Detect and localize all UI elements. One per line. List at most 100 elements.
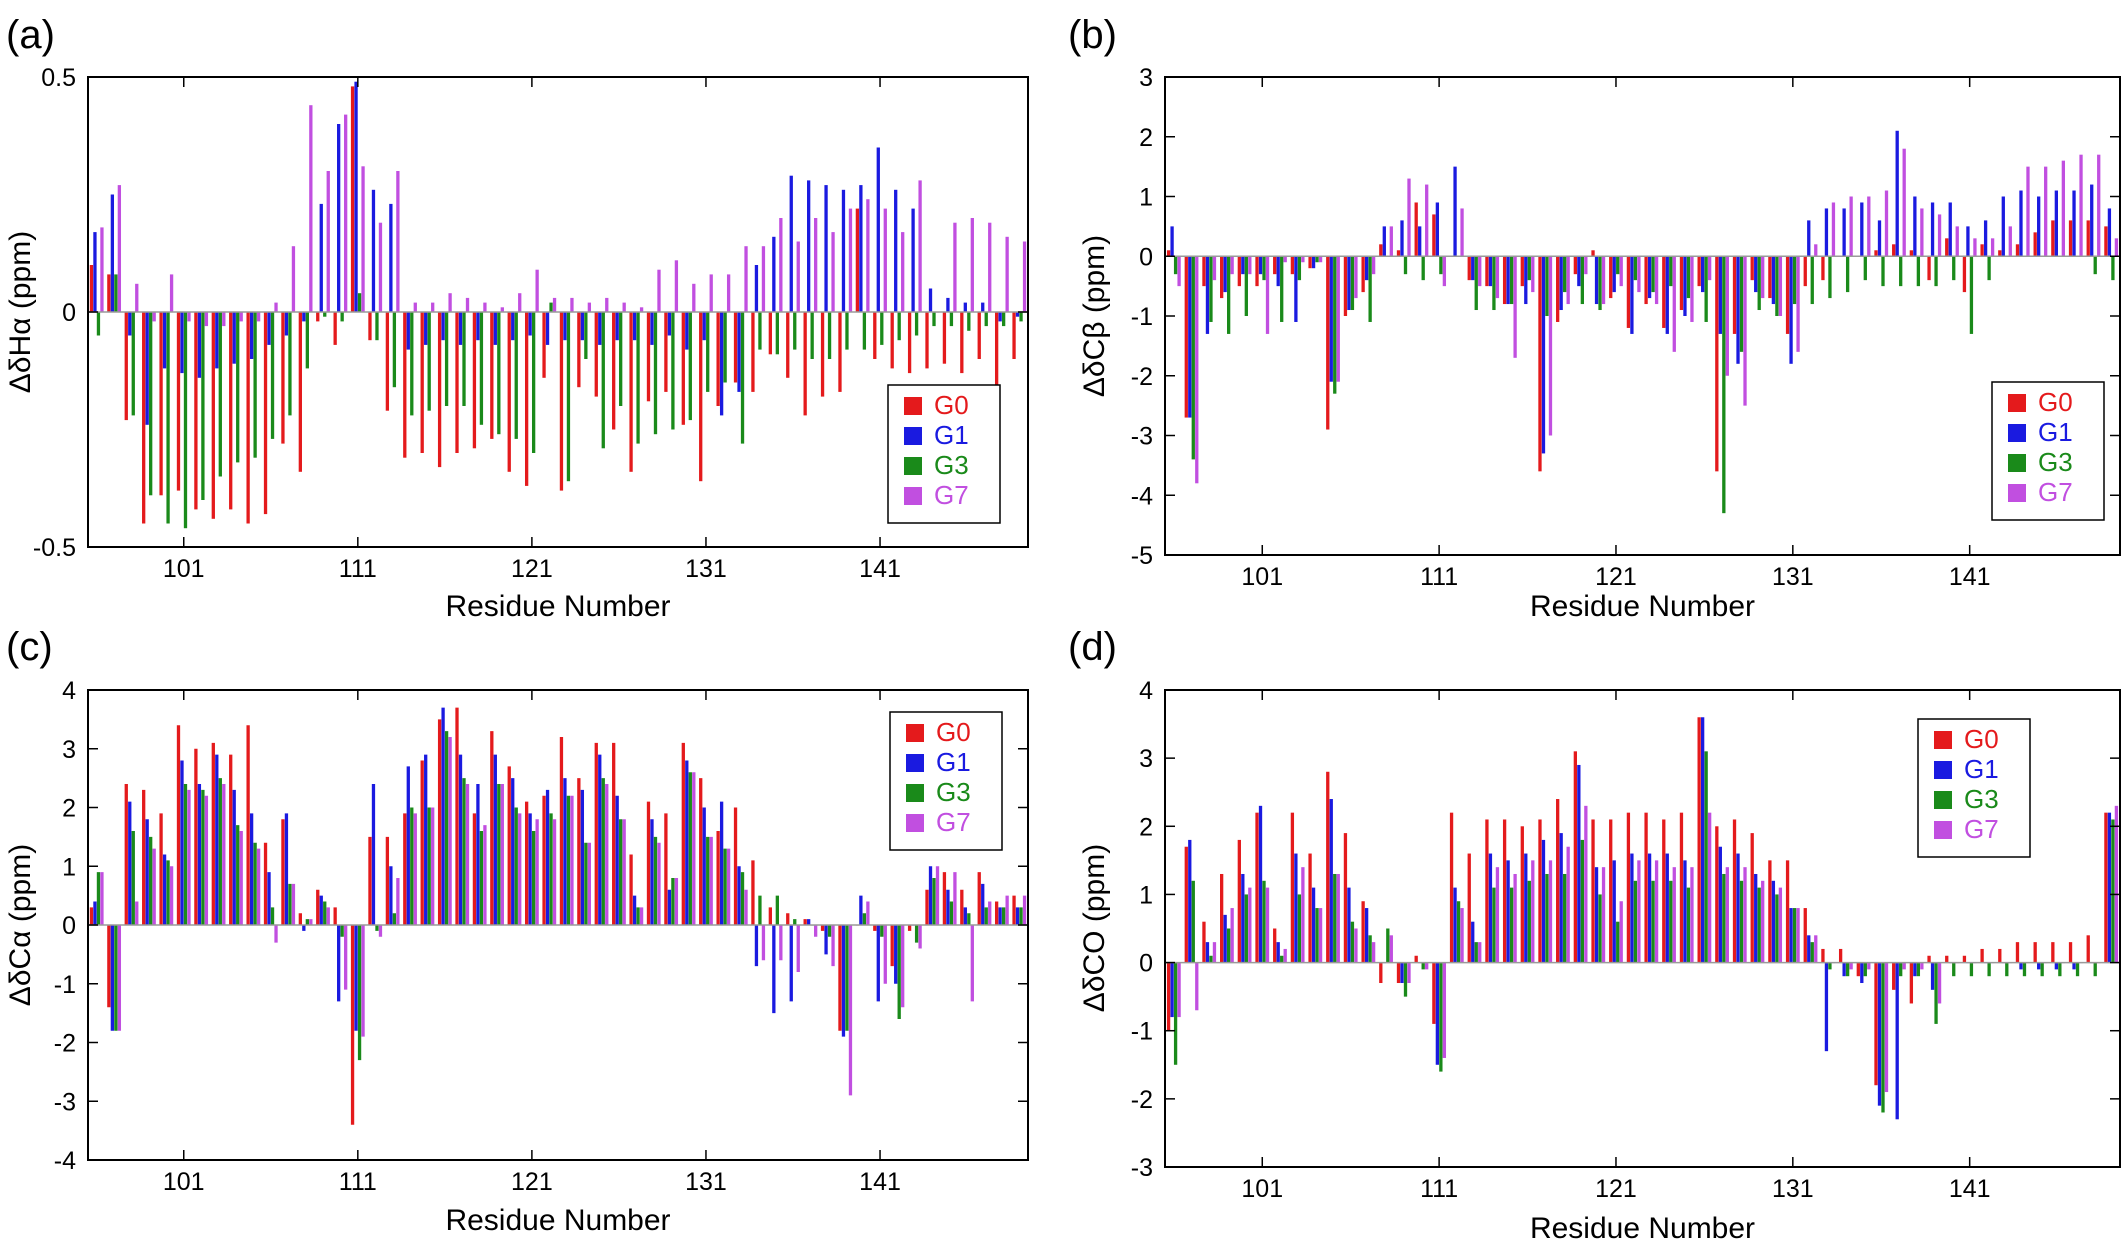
- y-tick-label: -3: [1131, 423, 1153, 451]
- bar-g3: [357, 293, 362, 312]
- bar-g1: [1241, 873, 1245, 963]
- bar-g1: [424, 754, 428, 926]
- bar-g1: [772, 925, 776, 1014]
- bar-g3: [653, 836, 658, 926]
- bar-g0: [2086, 935, 2090, 963]
- bar-g7: [222, 784, 226, 925]
- bar-g7: [2114, 238, 2119, 257]
- bar-g3: [1863, 256, 1867, 281]
- bar-g0: [1715, 826, 1719, 963]
- bar-g7: [1849, 196, 1853, 257]
- bar-g7: [814, 925, 818, 937]
- bar-g7: [953, 222, 957, 312]
- bar-g7: [500, 307, 504, 312]
- bar-g3: [1704, 256, 1708, 322]
- bar-g7: [709, 274, 713, 312]
- bar-g7: [1230, 256, 1234, 275]
- bar-g1: [389, 866, 393, 925]
- bar-g1: [128, 312, 132, 336]
- bar-g3: [1899, 962, 1903, 977]
- bar-g1: [249, 813, 254, 926]
- bar-g0: [229, 754, 233, 926]
- bar-g7: [1301, 867, 1305, 963]
- bar-g1: [371, 784, 376, 925]
- bar-g7: [1005, 895, 1009, 926]
- bar-g1: [319, 203, 323, 312]
- bar-g0: [907, 925, 912, 931]
- bar-g7: [1672, 256, 1676, 352]
- bar-g0: [403, 813, 407, 926]
- x-axis-title: Residue Number: [1530, 590, 1755, 623]
- bar-g7: [1318, 256, 1323, 263]
- bar-g0: [1962, 256, 1967, 293]
- bar-g1: [1594, 867, 1599, 963]
- bar-g1: [981, 883, 985, 926]
- bar-g7: [1601, 256, 1606, 305]
- bar-g0: [316, 312, 320, 322]
- bar-g3: [1333, 256, 1337, 394]
- bar-g3: [497, 312, 501, 435]
- bar-g3: [880, 925, 884, 937]
- bar-g1: [302, 925, 306, 931]
- bar-g3: [1001, 907, 1006, 926]
- bar-g7: [1619, 901, 1623, 963]
- bar-g3: [410, 807, 414, 925]
- bar-g7: [605, 297, 609, 312]
- bar-g1: [1347, 256, 1351, 311]
- bar-g1: [1683, 860, 1687, 963]
- y-tick-label: 4: [1139, 677, 1153, 705]
- bar-g7: [448, 737, 452, 925]
- bar-g1: [1435, 962, 1440, 1065]
- bar-g7: [831, 925, 835, 967]
- bar-g7: [1301, 256, 1305, 263]
- x-tick-label: 121: [511, 555, 553, 583]
- bar-g0: [559, 737, 564, 925]
- bar-g7: [2061, 160, 2065, 257]
- y-tick-label: -4: [1131, 482, 1153, 510]
- y-tick-label: 2: [1139, 813, 1153, 841]
- bar-g7: [1354, 928, 1358, 963]
- bar-g3: [1209, 955, 1213, 963]
- bar-g0: [733, 312, 738, 383]
- bar-g7: [1248, 887, 1252, 963]
- y-tick-label: -3: [1131, 1154, 1153, 1182]
- legend-label-g3: G3: [934, 450, 969, 480]
- bar-g7: [1022, 241, 1027, 312]
- bar-g0: [89, 907, 94, 926]
- bar-g0: [1962, 955, 1967, 963]
- bar-g1: [1842, 962, 1846, 977]
- bar-g0: [1220, 256, 1224, 299]
- bar-g3: [1722, 256, 1726, 514]
- bar-g0: [1520, 826, 1524, 963]
- bar-g1: [337, 925, 341, 1002]
- bar-g0: [1768, 860, 1772, 963]
- bar-g3: [1686, 256, 1691, 299]
- bar-g3: [740, 872, 745, 926]
- legend-swatch-g1: [1934, 761, 1952, 779]
- bar-g3: [1333, 873, 1337, 963]
- bar-g0: [89, 265, 94, 312]
- bar-g0: [281, 819, 285, 925]
- bar-g3: [1262, 256, 1266, 281]
- bar-g0: [977, 312, 981, 359]
- bar-g0: [838, 312, 842, 392]
- bar-g3: [444, 731, 449, 926]
- y-tick-label: 0.5: [41, 64, 76, 92]
- bar-g0: [142, 789, 146, 926]
- bar-g0: [2051, 942, 2055, 963]
- bar-g3: [1934, 962, 1938, 1024]
- panel-tag: (c): [6, 625, 53, 669]
- bar-g3: [375, 925, 379, 931]
- bar-g0: [124, 312, 128, 421]
- bar-g7: [1867, 196, 1871, 257]
- bar-g1: [2001, 196, 2005, 257]
- bar-series-group: [1166, 130, 2119, 514]
- legend-label-g0: G0: [936, 717, 971, 747]
- bar-g7: [396, 878, 400, 925]
- bar-g3: [183, 784, 188, 925]
- bar-g1: [1665, 256, 1669, 334]
- bar-g3: [566, 312, 571, 482]
- bar-g3: [1828, 256, 1832, 299]
- bar-g1: [110, 194, 115, 312]
- bar-g7: [796, 925, 800, 972]
